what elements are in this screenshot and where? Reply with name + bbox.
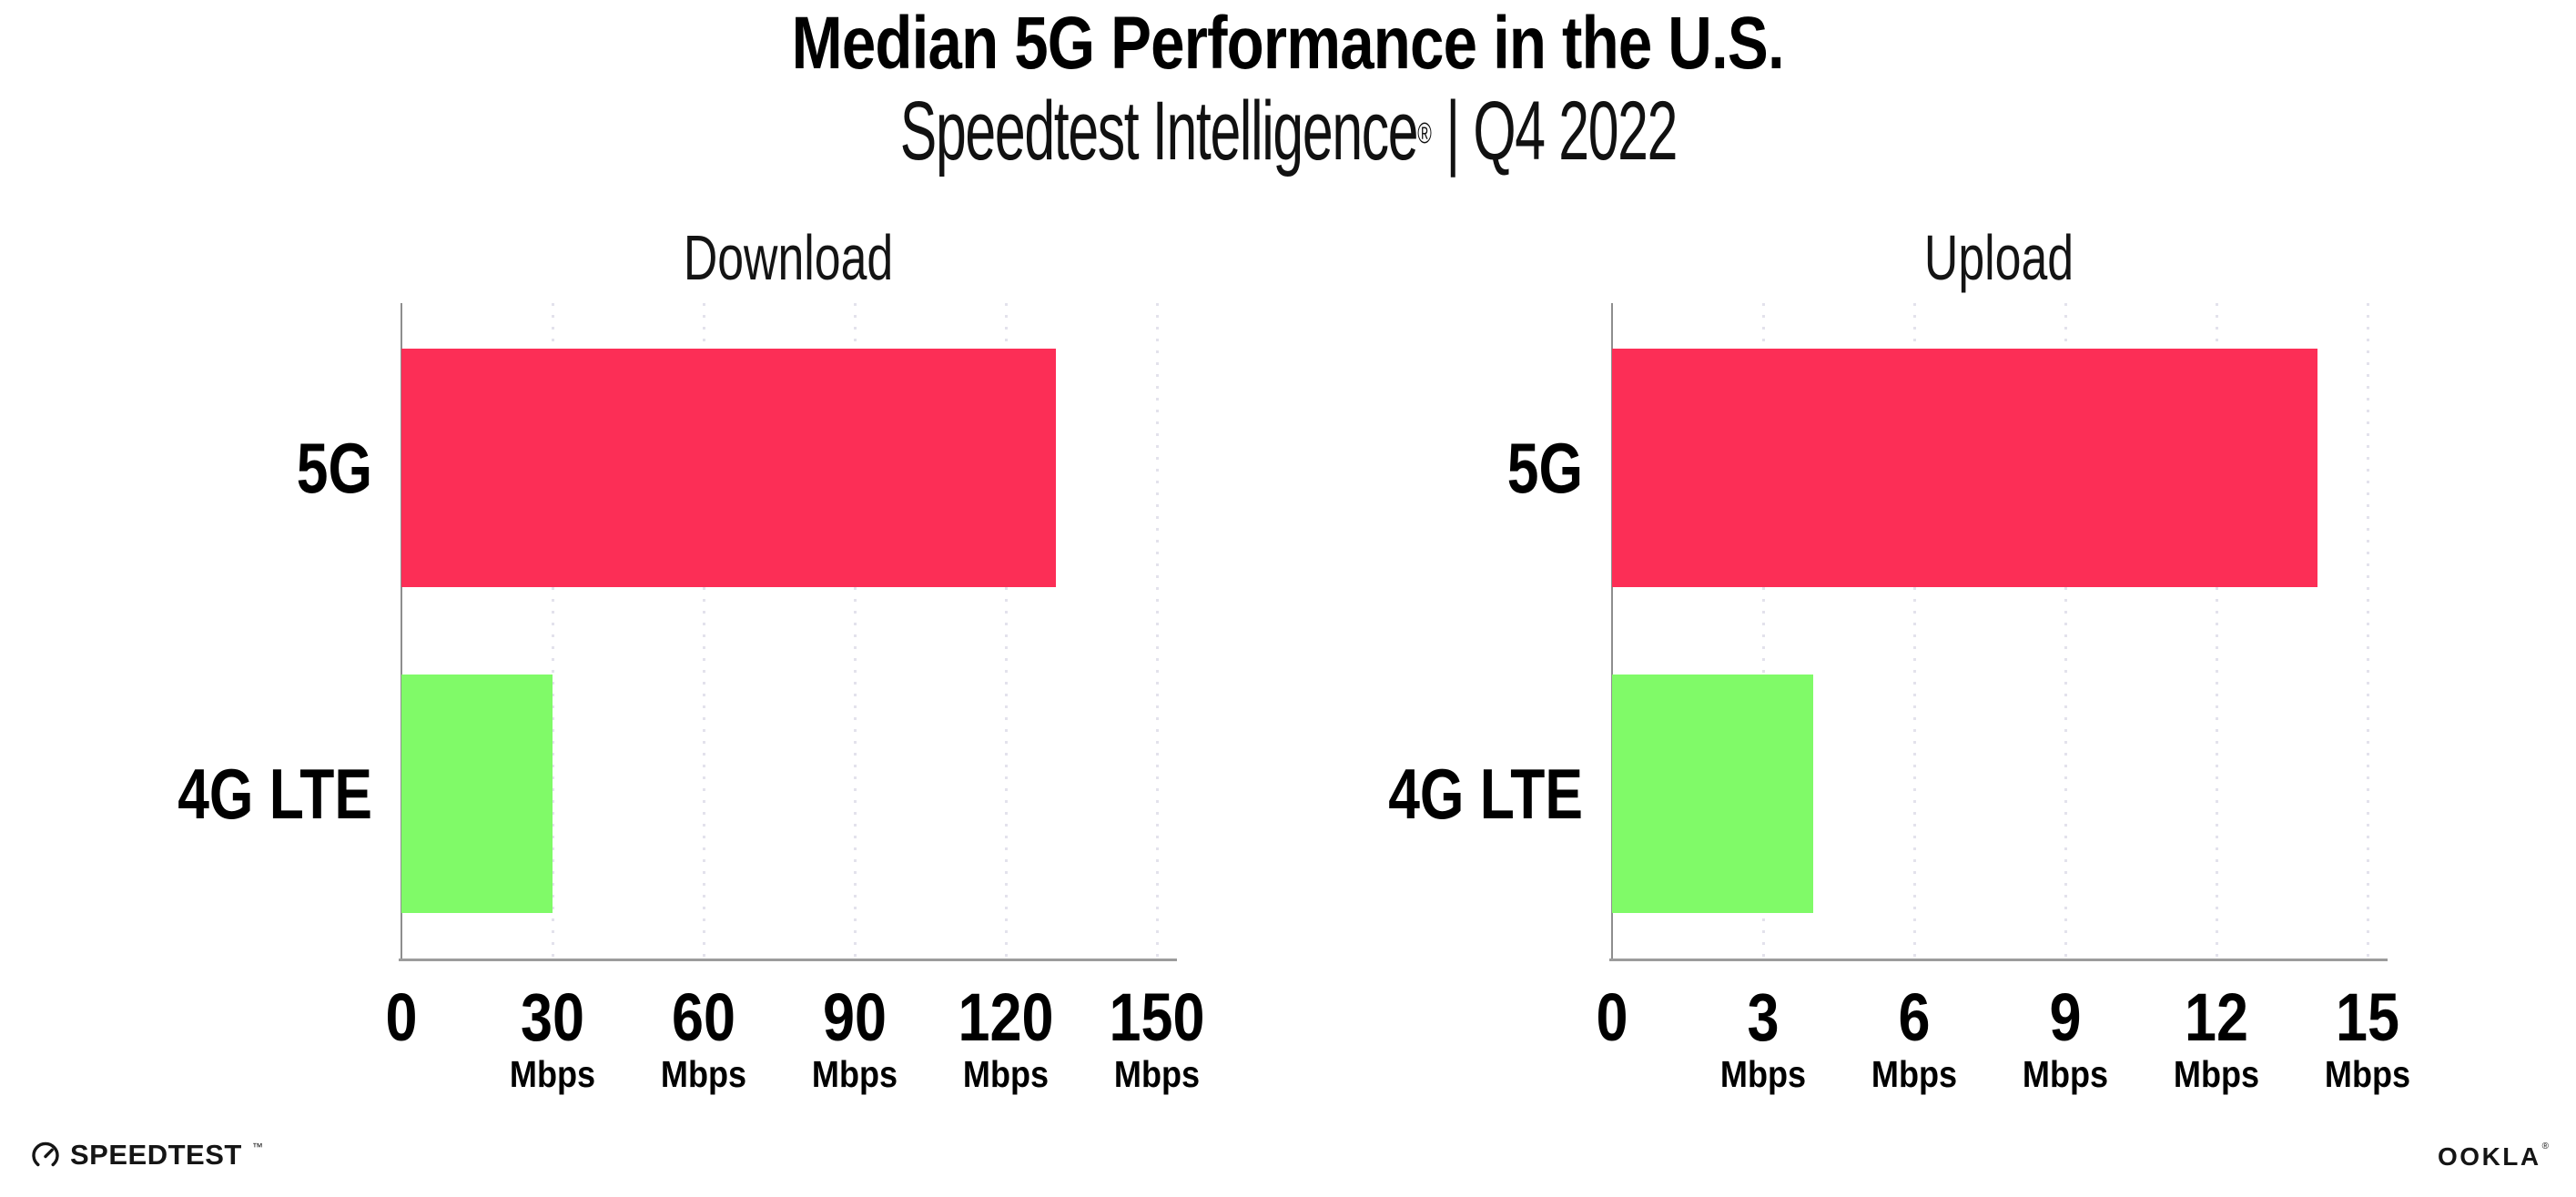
x-tick-label: 90 xyxy=(823,979,887,1055)
gridline xyxy=(2064,303,2067,959)
x-tick-label: 150 xyxy=(1109,979,1205,1055)
gridline xyxy=(1762,303,1765,959)
x-tick-unit: Mbps xyxy=(1871,1053,1958,1095)
bar-5g xyxy=(401,349,1056,587)
x-tick-label: 12 xyxy=(2185,979,2248,1055)
gridline xyxy=(2367,303,2369,959)
x-tick-unit: Mbps xyxy=(2173,1053,2260,1095)
category-label-4g-lte: 4G LTE xyxy=(177,754,372,834)
subtitle-period: | Q4 2022 xyxy=(1431,85,1678,178)
panel-title: Upload xyxy=(1923,222,2074,293)
x-axis-line xyxy=(1609,959,2388,961)
gridline xyxy=(854,303,857,959)
subtitle-row: Speedtest Intelligence® | Q4 2022 xyxy=(0,84,2576,178)
gridline xyxy=(1005,303,1008,959)
x-tick-label: 9 xyxy=(2049,979,2082,1055)
category-label-4g-lte: 4G LTE xyxy=(1388,754,1583,834)
y-axis-line xyxy=(401,303,402,961)
y-axis-line xyxy=(1611,303,1613,961)
x-tick-unit: Mbps xyxy=(2022,1053,2109,1095)
speedtest-wordmark: SPEEDTEST xyxy=(70,1139,242,1171)
x-tick-unit: Mbps xyxy=(1113,1053,1201,1095)
x-axis-line xyxy=(399,959,1177,961)
page-subtitle: Speedtest Intelligence® | Q4 2022 xyxy=(899,84,1678,178)
x-tick-unit: Mbps xyxy=(660,1053,747,1095)
category-label-5g: 5G xyxy=(296,428,372,508)
bar-4g-lte xyxy=(401,675,553,913)
x-tick-label: 0 xyxy=(1596,979,1628,1055)
x-tick-label: 0 xyxy=(385,979,418,1055)
registered-mark-icon: ® xyxy=(2541,1141,2549,1151)
header: Median 5G Performance in the U.S. xyxy=(0,0,2576,87)
speedtest-logo: SPEEDTEST ™ xyxy=(30,1140,263,1171)
category-label-5g: 5G xyxy=(1506,428,1583,508)
x-tick-unit: Mbps xyxy=(1719,1053,1807,1095)
x-tick-unit: Mbps xyxy=(962,1053,1050,1095)
bar-4g-lte xyxy=(1612,675,1813,913)
subtitle-product: Speedtest Intelligence xyxy=(899,85,1418,178)
x-tick-label: 3 xyxy=(1747,979,1780,1055)
gridline xyxy=(703,303,705,959)
bar-5g xyxy=(1612,349,2317,587)
gridline xyxy=(1156,303,1159,959)
ookla-logo: OOKLA ® xyxy=(2438,1141,2549,1171)
trademark-icon: ™ xyxy=(251,1141,263,1153)
x-tick-label: 15 xyxy=(2336,979,2399,1055)
x-tick-unit: Mbps xyxy=(811,1053,898,1095)
registered-mark-icon: ® xyxy=(1416,117,1432,149)
gridline xyxy=(1913,303,1916,959)
gridline xyxy=(552,303,554,959)
page-title: Median 5G Performance in the U.S. xyxy=(791,2,1785,85)
x-tick-label: 120 xyxy=(958,979,1054,1055)
panel-title: Download xyxy=(683,222,893,293)
ookla-wordmark: OOKLA xyxy=(2438,1142,2541,1171)
x-tick-label: 30 xyxy=(521,979,584,1055)
x-tick-label: 60 xyxy=(672,979,735,1055)
gridline xyxy=(2216,303,2218,959)
x-tick-unit: Mbps xyxy=(2324,1053,2411,1095)
speedtest-gauge-icon xyxy=(32,1141,59,1167)
x-tick-unit: Mbps xyxy=(509,1053,596,1095)
x-tick-label: 6 xyxy=(1898,979,1931,1055)
